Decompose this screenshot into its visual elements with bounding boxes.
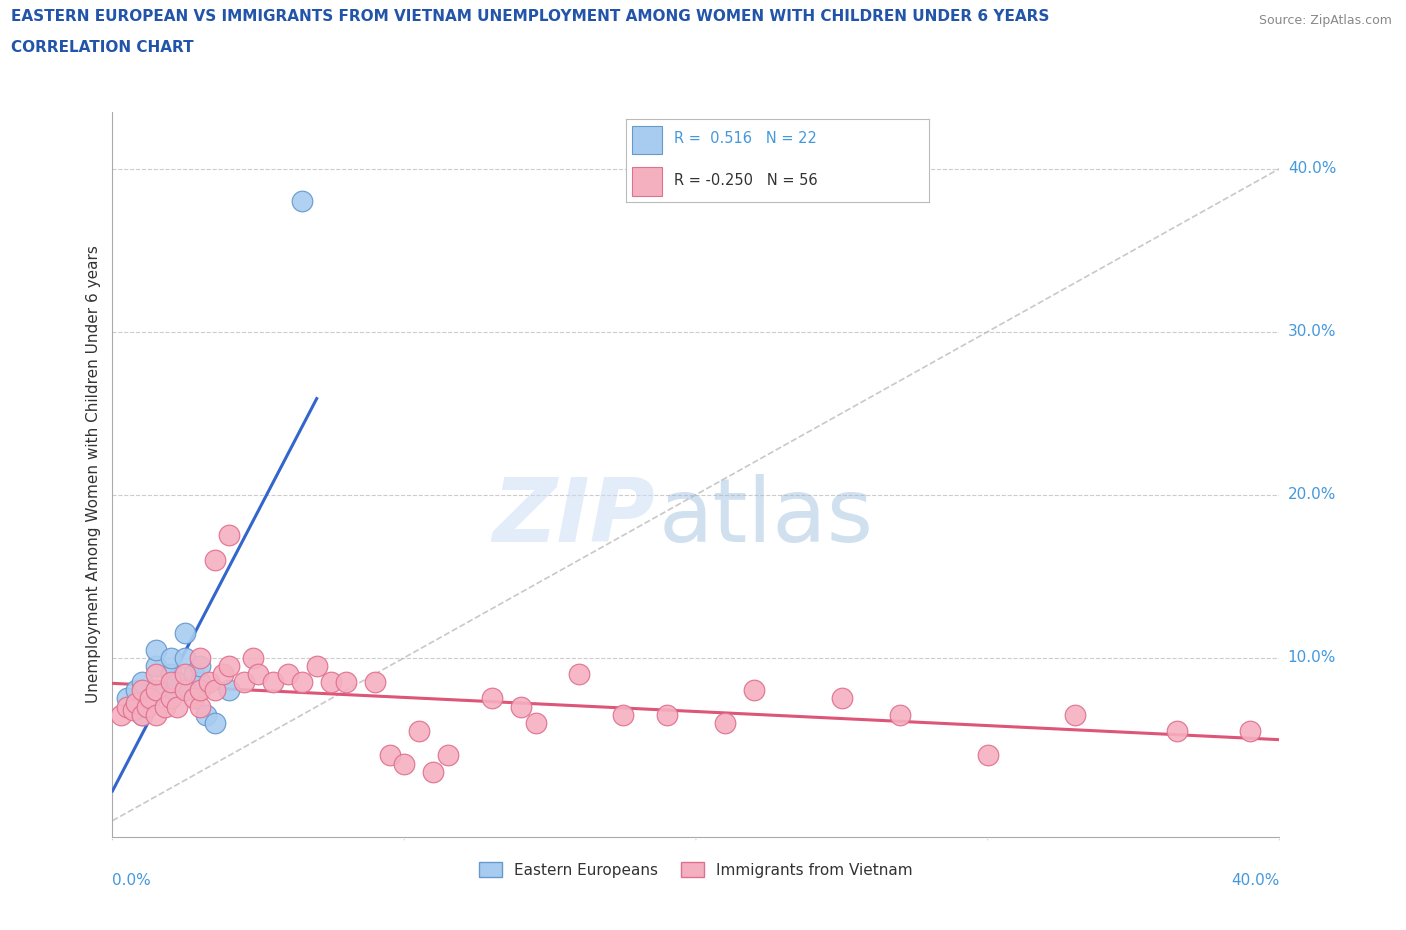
Point (136, 699, 159, 714)
Point (131, 708, 153, 723)
Text: 20.0%: 20.0% (1288, 487, 1336, 502)
Point (218, 528, 240, 543)
Point (204, 552, 226, 567)
Text: EASTERN EUROPEAN VS IMMIGRANTS FROM VIETNAM UNEMPLOYMENT AMONG WOMEN WITH CHILDR: EASTERN EUROPEAN VS IMMIGRANTS FROM VIET… (11, 9, 1050, 24)
Point (115, 691, 138, 706)
Point (305, 658, 328, 673)
Point (232, 674, 254, 689)
Text: 10.0%: 10.0% (1288, 650, 1336, 665)
Point (139, 691, 162, 706)
Point (183, 667, 205, 682)
Point (889, 708, 911, 723)
Point (655, 708, 678, 723)
Point (291, 193, 314, 208)
Point (188, 658, 211, 673)
Text: CORRELATION CHART: CORRELATION CHART (11, 40, 194, 55)
Point (291, 674, 314, 689)
Text: Source: ZipAtlas.com: Source: ZipAtlas.com (1258, 14, 1392, 27)
Point (204, 715, 226, 730)
Point (422, 764, 444, 779)
Point (218, 658, 240, 673)
Point (437, 748, 460, 763)
Point (218, 683, 240, 698)
Point (174, 667, 197, 682)
Point (145, 642, 167, 657)
Point (174, 683, 197, 698)
Point (194, 708, 217, 723)
Point (188, 699, 211, 714)
Point (742, 683, 765, 698)
Point (524, 715, 547, 730)
Point (122, 702, 145, 717)
Y-axis label: Unemployment Among Women with Children Under 6 years: Unemployment Among Women with Children U… (86, 246, 101, 703)
Point (364, 674, 387, 689)
Text: atlas: atlas (658, 474, 873, 562)
Point (145, 658, 167, 673)
Point (131, 708, 153, 723)
Point (321, 674, 343, 689)
Point (276, 667, 298, 682)
Point (153, 699, 176, 714)
Point (145, 667, 167, 682)
Point (831, 691, 853, 706)
Point (160, 674, 183, 689)
Point (242, 650, 264, 665)
Text: 30.0%: 30.0% (1288, 325, 1336, 339)
Text: 40.0%: 40.0% (1232, 873, 1279, 888)
Point (394, 756, 416, 771)
Point (160, 667, 183, 682)
Point (408, 724, 430, 738)
Point (197, 674, 219, 689)
Point (714, 715, 737, 730)
Point (204, 683, 226, 698)
Point (160, 691, 183, 706)
Point (145, 708, 167, 723)
Point (160, 650, 183, 665)
Point (174, 650, 197, 665)
Point (335, 674, 357, 689)
Point (212, 667, 235, 682)
Point (1239, 724, 1261, 738)
Point (174, 626, 197, 641)
Point (188, 674, 211, 689)
Point (145, 683, 167, 698)
Point (110, 708, 132, 723)
Point (976, 748, 998, 763)
Point (1064, 708, 1087, 723)
Point (174, 683, 197, 698)
Point (568, 667, 591, 682)
Point (612, 708, 634, 723)
Point (188, 683, 211, 698)
Point (188, 650, 211, 665)
Point (166, 699, 188, 714)
Point (153, 683, 176, 698)
Point (131, 683, 153, 698)
Point (125, 696, 148, 711)
Point (262, 674, 284, 689)
Legend: Eastern Europeans, Immigrants from Vietnam: Eastern Europeans, Immigrants from Vietn… (472, 856, 920, 884)
Text: ZIP: ZIP (492, 474, 655, 562)
Text: 40.0%: 40.0% (1288, 161, 1336, 176)
Text: 0.0%: 0.0% (112, 873, 152, 888)
Point (166, 674, 188, 689)
Point (131, 674, 153, 689)
Point (160, 691, 183, 706)
Point (247, 667, 270, 682)
Point (378, 748, 401, 763)
Point (115, 699, 138, 714)
Point (1166, 724, 1188, 738)
Point (183, 691, 205, 706)
Point (509, 699, 531, 714)
Point (125, 683, 148, 698)
Point (136, 699, 159, 714)
Point (481, 691, 503, 706)
